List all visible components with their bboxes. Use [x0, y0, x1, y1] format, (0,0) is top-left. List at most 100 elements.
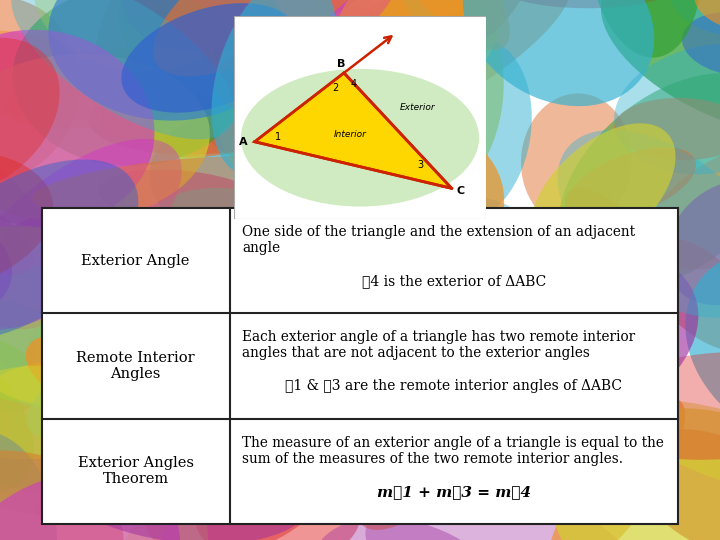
Ellipse shape — [601, 0, 720, 136]
Ellipse shape — [330, 0, 489, 76]
Ellipse shape — [666, 180, 720, 305]
Ellipse shape — [247, 114, 504, 302]
Text: B: B — [338, 59, 346, 69]
Ellipse shape — [26, 336, 102, 397]
Ellipse shape — [181, 289, 454, 498]
Ellipse shape — [0, 383, 12, 453]
Ellipse shape — [0, 159, 138, 341]
Ellipse shape — [228, 314, 444, 516]
Ellipse shape — [0, 450, 124, 540]
Ellipse shape — [0, 335, 43, 412]
Ellipse shape — [0, 30, 112, 123]
Ellipse shape — [0, 338, 92, 502]
Ellipse shape — [35, 289, 114, 379]
Ellipse shape — [149, 107, 317, 230]
Text: m≀1 + m≀3 = m≀4: m≀1 + m≀3 = m≀4 — [377, 485, 531, 498]
Ellipse shape — [614, 98, 720, 160]
Text: ≀4 is the exterior of ΔABC: ≀4 is the exterior of ΔABC — [361, 274, 546, 288]
Ellipse shape — [208, 0, 334, 199]
Ellipse shape — [205, 208, 375, 383]
Ellipse shape — [0, 139, 181, 330]
Text: One side of the triangle and the extension of an adjacent
angle: One side of the triangle and the extensi… — [243, 225, 636, 255]
Ellipse shape — [557, 130, 720, 318]
Ellipse shape — [145, 465, 360, 540]
Ellipse shape — [46, 426, 312, 540]
Ellipse shape — [153, 0, 388, 76]
Ellipse shape — [667, 0, 720, 36]
Ellipse shape — [530, 202, 636, 320]
Ellipse shape — [0, 54, 210, 222]
Ellipse shape — [562, 344, 638, 522]
Ellipse shape — [34, 0, 253, 71]
Text: 3: 3 — [418, 160, 423, 170]
Ellipse shape — [312, 517, 511, 540]
Ellipse shape — [530, 123, 675, 261]
Bar — [42, 208, 678, 524]
Ellipse shape — [241, 69, 479, 206]
Ellipse shape — [122, 3, 298, 113]
Text: ≀1 & ≀3 are the remote interior angles of ΔABC: ≀1 & ≀3 are the remote interior angles o… — [285, 380, 622, 393]
Ellipse shape — [586, 352, 720, 460]
Ellipse shape — [0, 207, 225, 409]
Ellipse shape — [558, 73, 720, 290]
Text: The measure of an exterior angle of a triangle is equal to the
sum of the measur: The measure of an exterior angle of a tr… — [243, 436, 665, 465]
Ellipse shape — [119, 0, 197, 24]
Ellipse shape — [0, 430, 57, 540]
Ellipse shape — [634, 429, 720, 540]
Ellipse shape — [379, 0, 510, 50]
Ellipse shape — [410, 39, 532, 222]
Ellipse shape — [418, 247, 698, 444]
Text: Interior: Interior — [333, 130, 366, 139]
Ellipse shape — [184, 0, 432, 176]
Ellipse shape — [0, 355, 267, 412]
Ellipse shape — [444, 266, 629, 488]
Ellipse shape — [682, 12, 720, 76]
Ellipse shape — [343, 0, 504, 210]
Ellipse shape — [120, 0, 328, 54]
Ellipse shape — [0, 0, 80, 180]
Ellipse shape — [0, 191, 34, 274]
Ellipse shape — [197, 300, 302, 388]
Ellipse shape — [336, 0, 570, 136]
Ellipse shape — [0, 300, 97, 409]
Ellipse shape — [244, 0, 405, 52]
Ellipse shape — [48, 0, 287, 120]
Ellipse shape — [279, 195, 530, 333]
Ellipse shape — [214, 37, 395, 124]
Text: 2: 2 — [333, 83, 338, 93]
Ellipse shape — [341, 186, 467, 324]
Ellipse shape — [283, 0, 505, 116]
Ellipse shape — [27, 301, 264, 441]
Ellipse shape — [212, 0, 337, 176]
Ellipse shape — [498, 0, 677, 8]
Ellipse shape — [0, 38, 60, 195]
Ellipse shape — [318, 234, 604, 406]
Ellipse shape — [552, 408, 720, 540]
Ellipse shape — [5, 42, 269, 128]
Ellipse shape — [463, 0, 654, 106]
Ellipse shape — [89, 75, 326, 154]
Ellipse shape — [145, 83, 330, 158]
Text: 1: 1 — [275, 132, 282, 141]
Ellipse shape — [539, 335, 660, 483]
Ellipse shape — [119, 0, 235, 69]
Text: Each exterior angle of a triangle has two remote interior
angles that are not ad: Each exterior angle of a triangle has tw… — [243, 330, 636, 360]
Text: Exterior Angles
Theorem: Exterior Angles Theorem — [78, 456, 194, 486]
Ellipse shape — [547, 398, 685, 540]
Ellipse shape — [80, 48, 356, 103]
Ellipse shape — [35, 426, 283, 523]
Text: Remote Interior
Angles: Remote Interior Angles — [76, 351, 195, 381]
Text: A: A — [238, 137, 247, 147]
Text: C: C — [456, 186, 464, 197]
Ellipse shape — [567, 147, 696, 220]
Ellipse shape — [120, 386, 261, 510]
Ellipse shape — [195, 428, 339, 540]
Ellipse shape — [107, 0, 374, 93]
Ellipse shape — [129, 188, 307, 316]
Ellipse shape — [643, 238, 720, 352]
Ellipse shape — [374, 321, 575, 503]
Ellipse shape — [27, 244, 307, 366]
Ellipse shape — [694, 0, 720, 33]
Ellipse shape — [0, 471, 180, 540]
Ellipse shape — [118, 326, 331, 472]
